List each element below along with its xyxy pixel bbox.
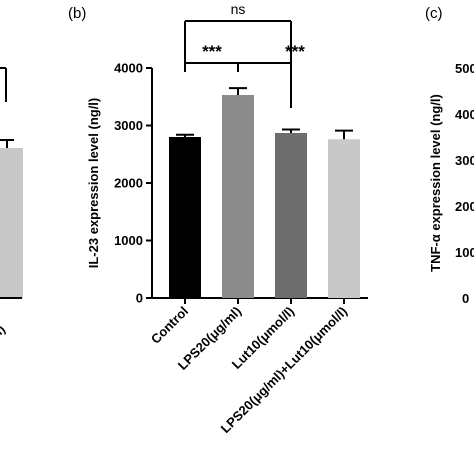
y-tick-label: 4000 xyxy=(114,61,143,76)
bar xyxy=(222,95,254,299)
y-axis-title: IL-23 expression level (ng/l) xyxy=(86,98,101,269)
bar xyxy=(275,132,307,298)
chart-b: IL-23 expression level (ng/l) 0 1000 2000 3… xyxy=(86,1,368,436)
left-fragment-cut-label: l) xyxy=(0,322,8,338)
y-tick-label: 2000 xyxy=(114,176,143,191)
y-tick-label: 3000 xyxy=(114,118,143,133)
bar xyxy=(328,139,360,298)
right-fragment-tick-500: 500 xyxy=(455,61,474,76)
significance-label: ns xyxy=(231,1,246,17)
y-tick-label: 1000 xyxy=(114,233,143,248)
y-tick-label: 0 xyxy=(136,291,143,306)
significance-label: *** xyxy=(202,42,222,61)
significance-label: *** xyxy=(285,42,305,61)
left-panel-fragment: l) xyxy=(0,67,23,338)
right-panel-fragment: (c) TNF-α expression level (ng/l) 500 40… xyxy=(425,5,474,306)
left-fragment-bar xyxy=(0,148,23,298)
category-label: Control xyxy=(148,304,191,347)
right-fragment-tick-400: 400 xyxy=(455,107,474,122)
panel-label-b: (b) xyxy=(68,5,86,22)
right-fragment-y-title: TNF-α expression level (ng/l) xyxy=(428,94,443,272)
bar xyxy=(169,137,201,298)
right-fragment-tick-0: 0 xyxy=(462,291,469,306)
right-fragment-tick-200: 200 xyxy=(455,199,474,214)
right-fragment-tick-100: 100 xyxy=(455,245,474,260)
panel-label-c: (c) xyxy=(425,5,443,22)
right-fragment-tick-300: 300 xyxy=(455,153,474,168)
